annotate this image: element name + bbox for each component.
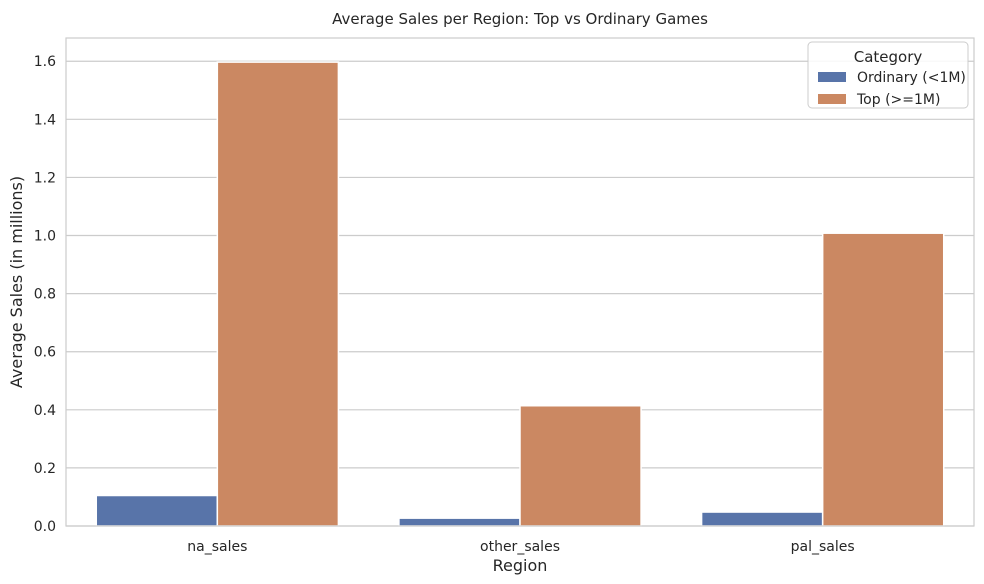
legend-label-0: Ordinary (<1M)	[857, 70, 966, 86]
x-tick-label: other_sales	[480, 539, 560, 555]
bar-na-sales-series-1	[216, 61, 340, 527]
legend-items: Ordinary (<1M) Top (>=1M)	[818, 70, 966, 108]
legend-label-1: Top (>=1M)	[856, 92, 940, 108]
bar-other-sales-series-0	[398, 517, 521, 527]
bars-layer	[95, 61, 945, 527]
y-tick-labels: 0.0 0.2 0.4 0.6 0.8 1.0 1.2 1.4 1.6	[34, 54, 56, 535]
y-tick-label: 1.0	[34, 229, 56, 245]
y-tick-label: 0.0	[34, 519, 56, 535]
x-tick-labels: na_sales other_sales pal_sales	[187, 539, 854, 555]
y-tick-label: 0.6	[34, 345, 56, 361]
x-tick-label: na_sales	[187, 539, 247, 555]
y-axis-title: Average Sales (in millions)	[7, 176, 26, 388]
bar-pal-sales-series-0	[700, 511, 824, 527]
y-tick-label: 1.2	[34, 170, 56, 186]
y-tick-label: 0.8	[34, 287, 56, 303]
x-tick-label: pal_sales	[791, 539, 855, 555]
legend-swatch-1	[818, 94, 846, 104]
x-axis-title: Region	[493, 556, 548, 575]
chart-title: Average Sales per Region: Top vs Ordinar…	[332, 10, 708, 28]
legend-title: Category	[854, 48, 923, 66]
y-tick-label: 0.2	[34, 461, 56, 477]
legend: Category Ordinary (<1M) Top (>=1M)	[807, 41, 969, 109]
y-tick-label: 1.4	[34, 112, 56, 128]
legend-box	[807, 41, 969, 109]
y-tick-label: 0.4	[34, 403, 56, 419]
bar-na-sales-series-0	[95, 494, 219, 527]
plot-frame	[65, 37, 975, 527]
y-tick-label: 1.6	[34, 54, 56, 70]
bar-other-sales-series-1	[519, 404, 642, 527]
bar-pal-sales-series-1	[821, 232, 945, 527]
legend-swatch-0	[818, 72, 846, 82]
